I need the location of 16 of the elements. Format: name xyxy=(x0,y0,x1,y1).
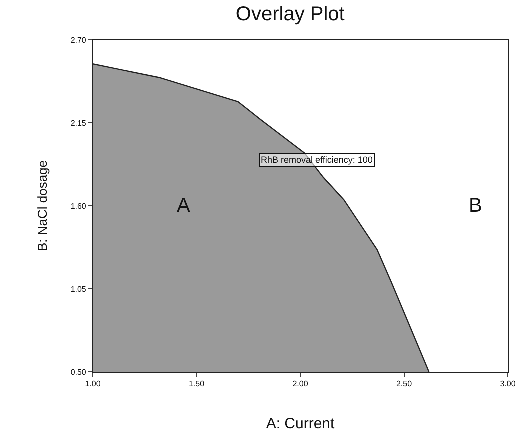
y-tick-label: 1.05 xyxy=(70,284,87,294)
y-axis-title: B: NaCl dosage xyxy=(34,160,50,252)
x-tick-label: 3.00 xyxy=(500,380,516,389)
annotation: A xyxy=(177,195,191,217)
x-tick-label: 1.00 xyxy=(85,380,102,389)
x-tick-label: 1.50 xyxy=(188,380,206,389)
y-tick-label: 2.15 xyxy=(70,118,87,128)
x-tick-label: 2.50 xyxy=(396,380,413,389)
annotation: RhB removal efficiency: 100 xyxy=(261,155,373,165)
y-tick-label: 2.70 xyxy=(70,36,87,45)
x-tick-label: 2.00 xyxy=(292,380,309,389)
annotation: B xyxy=(469,195,482,217)
y-tick-label: 1.60 xyxy=(70,202,87,211)
x-axis-title: A: Current xyxy=(266,416,336,433)
chart-title: Overlay Plot xyxy=(236,4,346,26)
y-tick-label: 0.50 xyxy=(70,368,87,377)
